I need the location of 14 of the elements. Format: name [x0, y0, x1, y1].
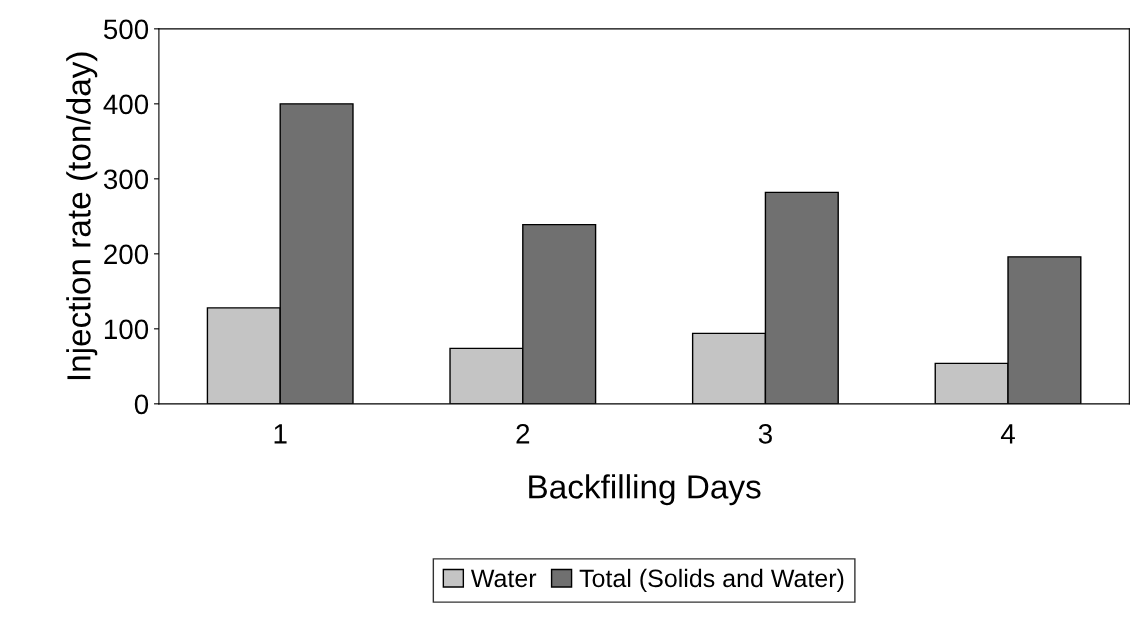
y-tick-label: 500 — [103, 19, 149, 40]
x-tick-label: 2 — [516, 424, 530, 444]
y-tick-label: 300 — [103, 169, 149, 190]
legend-label: Total (Solids and Water) — [579, 568, 844, 593]
y-tick-label: 100 — [104, 319, 149, 340]
x-tick-label: 1 — [274, 424, 287, 444]
x-tick-label: 3 — [758, 424, 772, 444]
y-tick-label: 200 — [104, 244, 149, 265]
x-axis-title: Backfilling Days — [529, 474, 761, 506]
legend-label: Water — [470, 569, 537, 588]
y-tick-label: 0 — [134, 394, 149, 415]
y-tick-label: 400 — [103, 94, 149, 115]
y-axis-title: Injection rate (ton/day) — [66, 52, 98, 380]
x-tick-label: 4 — [1000, 424, 1015, 444]
